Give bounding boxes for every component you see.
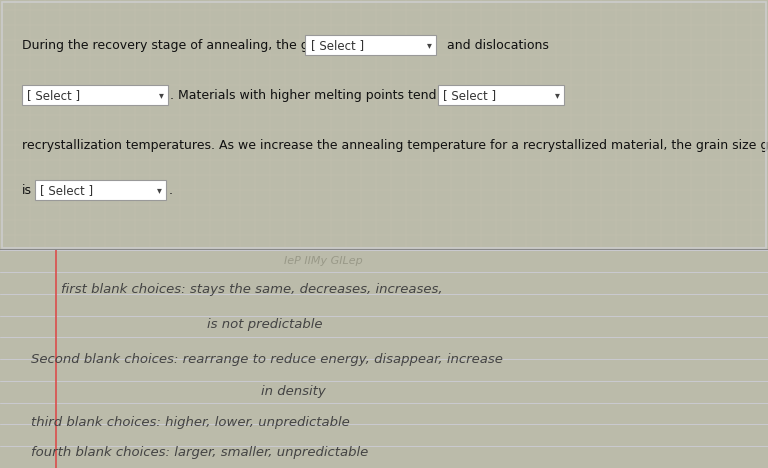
Text: ▾: ▾ [427,40,432,50]
FancyBboxPatch shape [306,35,436,55]
Text: [ Select ]: [ Select ] [443,88,496,102]
FancyBboxPatch shape [35,180,166,200]
Text: [ Select ]: [ Select ] [41,184,94,197]
Text: . Materials with higher melting points tend to have: . Materials with higher melting points t… [170,88,488,102]
Text: third blank choices: higher, lower, unpredictable: third blank choices: higher, lower, unpr… [31,416,349,429]
Text: During the recovery stage of annealing, the grain size: During the recovery stage of annealing, … [22,38,361,51]
FancyBboxPatch shape [438,85,564,105]
Text: IeP IIMy GILep: IeP IIMy GILep [284,256,363,266]
Text: fourth blank choices: larger, smaller, unpredictable: fourth blank choices: larger, smaller, u… [31,446,368,459]
Text: ▾: ▾ [158,90,164,100]
Text: ▾: ▾ [157,185,162,195]
Text: recrystallization temperatures. As we increase the annealing temperature for a r: recrystallization temperatures. As we in… [22,139,768,152]
Text: [ Select ]: [ Select ] [27,88,80,102]
Text: .: . [168,184,172,197]
Text: first blank choices: stays the same, decreases, increases,: first blank choices: stays the same, dec… [61,283,443,296]
Text: is: is [22,184,32,197]
Text: in density: in density [261,385,326,398]
Text: and dislocations: and dislocations [443,38,548,51]
Text: [ Select ]: [ Select ] [311,38,364,51]
Text: ▾: ▾ [554,90,560,100]
FancyBboxPatch shape [22,85,167,105]
Text: is not predictable: is not predictable [207,318,323,331]
Text: Second blank choices: rearrange to reduce energy, disappear, increase: Second blank choices: rearrange to reduc… [31,353,502,366]
